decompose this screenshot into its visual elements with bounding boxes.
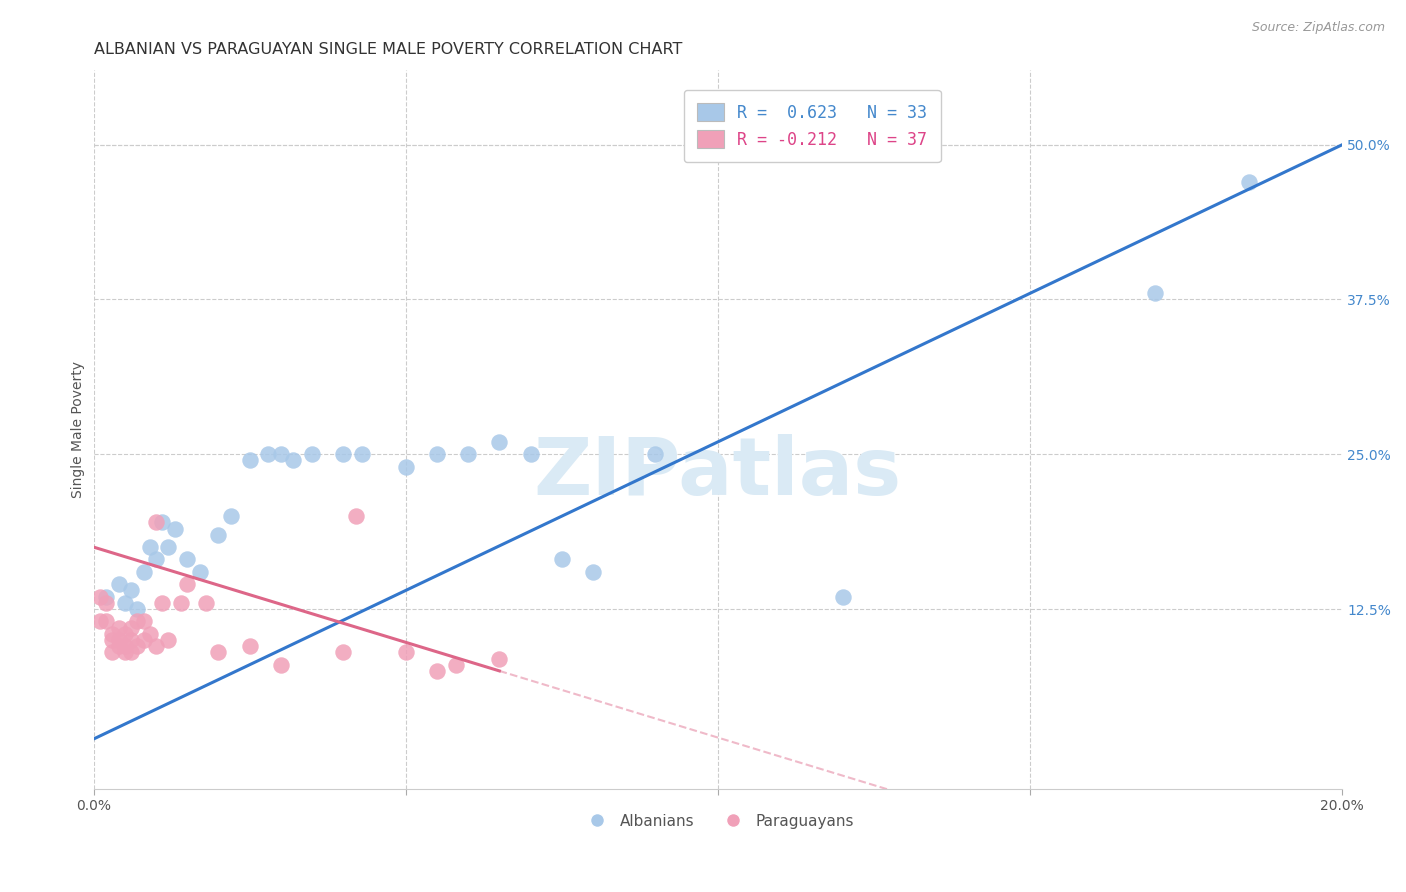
Point (120, 645, 142, 659)
Point (344, 509, 367, 524)
Point (150, 596, 173, 610)
Point (107, 632, 129, 647)
Point (94, 590, 117, 604)
Point (107, 621, 129, 635)
Point (157, 540, 180, 554)
Point (395, 645, 418, 659)
Point (163, 522, 186, 536)
Point (107, 639, 129, 653)
Point (114, 626, 136, 640)
Point (132, 565, 155, 579)
Point (332, 645, 354, 659)
Point (127, 615, 149, 629)
Point (127, 602, 149, 616)
Point (188, 565, 211, 579)
Y-axis label: Single Male Poverty: Single Male Poverty (72, 361, 86, 498)
Point (89, 615, 111, 629)
Point (145, 552, 167, 566)
Point (395, 459, 418, 474)
Point (239, 453, 262, 467)
Point (270, 657, 292, 672)
Point (107, 577, 129, 591)
Point (519, 447, 541, 461)
Text: ZIPatlas: ZIPatlas (534, 434, 903, 512)
Point (1237, 175, 1260, 189)
Point (332, 447, 354, 461)
Point (145, 516, 167, 530)
Point (101, 632, 124, 647)
Point (94, 596, 117, 610)
Point (120, 583, 142, 598)
Point (426, 664, 449, 678)
Point (1143, 286, 1166, 301)
Point (488, 651, 510, 665)
Point (426, 447, 449, 461)
Point (270, 447, 292, 461)
Text: ALBANIAN VS PARAGUAYAN SINGLE MALE POVERTY CORRELATION CHART: ALBANIAN VS PARAGUAYAN SINGLE MALE POVER… (94, 42, 682, 57)
Point (194, 596, 217, 610)
Point (120, 621, 142, 635)
Point (114, 639, 136, 653)
Point (457, 447, 479, 461)
Point (145, 639, 167, 653)
Point (239, 639, 262, 653)
Point (132, 632, 155, 647)
Point (157, 632, 180, 647)
Point (114, 645, 136, 659)
Legend: Albanians, Paraguayans: Albanians, Paraguayans (575, 807, 860, 835)
Point (350, 447, 373, 461)
Point (170, 596, 193, 610)
Point (207, 645, 229, 659)
Point (101, 626, 124, 640)
Point (257, 447, 280, 461)
Point (94, 615, 117, 629)
Point (132, 615, 155, 629)
Point (114, 596, 136, 610)
Point (101, 645, 124, 659)
Point (207, 527, 229, 541)
Point (582, 565, 605, 579)
Text: Source: ZipAtlas.com: Source: ZipAtlas.com (1251, 21, 1385, 35)
Point (139, 626, 162, 640)
Point (444, 657, 467, 672)
Point (831, 590, 853, 604)
Point (120, 632, 142, 647)
Point (150, 516, 173, 530)
Point (176, 577, 198, 591)
Point (176, 552, 198, 566)
Point (283, 453, 305, 467)
Point (127, 639, 149, 653)
Point (219, 509, 242, 524)
Point (139, 540, 162, 554)
Point (644, 447, 666, 461)
Point (551, 552, 574, 566)
Point (301, 447, 323, 461)
Point (488, 434, 510, 449)
Point (89, 590, 111, 604)
